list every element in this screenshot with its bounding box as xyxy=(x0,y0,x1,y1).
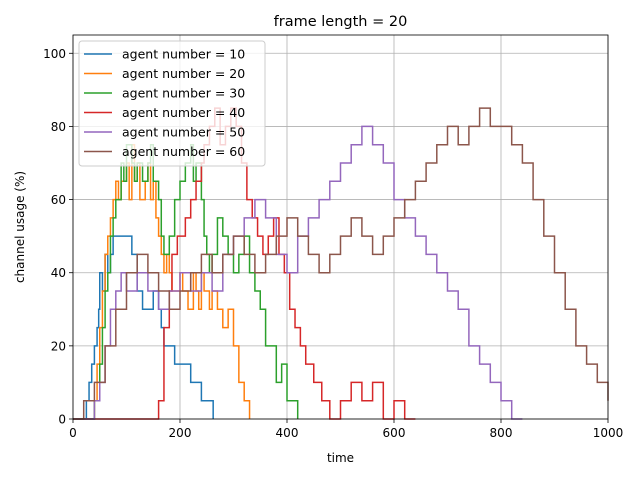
x-tick-label: 600 xyxy=(383,426,406,440)
legend: agent number = 10 agent number = 20 agent … xyxy=(78,40,266,167)
legend-label: agent number = 50 xyxy=(122,125,245,140)
series-line-agent-50 xyxy=(73,125,523,420)
x-tick-label: 800 xyxy=(490,426,513,440)
legend-label: agent number = 10 xyxy=(122,47,245,62)
x-tick-label: 0 xyxy=(69,426,77,440)
legend-label: agent number = 60 xyxy=(122,144,245,159)
legend-label: agent number = 30 xyxy=(122,86,245,101)
plot-frame xyxy=(72,34,609,420)
series-line-agent-30 xyxy=(73,143,299,420)
series-line-agent-10 xyxy=(73,235,214,420)
series-layer xyxy=(73,107,609,420)
y-axis-label: channel usage (%) xyxy=(13,171,27,283)
x-axis-label: time xyxy=(327,451,354,465)
x-tick-label: 400 xyxy=(276,426,299,440)
x-tick-label: 1000 xyxy=(593,426,624,440)
y-tick-label: 80 xyxy=(51,120,66,134)
x-tick-label: 200 xyxy=(169,426,192,440)
legend-label: agent number = 20 xyxy=(122,66,245,81)
y-tick-label: 60 xyxy=(51,193,66,207)
axis-ticks: 0 200 400 600 800 1000 0 20 40 60 80 100 xyxy=(43,47,623,440)
series-line-agent-60 xyxy=(73,107,609,420)
y-tick-label: 100 xyxy=(43,47,66,61)
chart-title: frame length = 20 xyxy=(274,14,408,30)
legend-label: agent number = 40 xyxy=(122,105,245,120)
legend-box xyxy=(78,40,266,167)
y-tick-label: 40 xyxy=(51,266,66,280)
y-tick-label: 0 xyxy=(58,413,66,427)
y-tick-label: 20 xyxy=(51,339,66,353)
series-line-agent-40 xyxy=(73,107,416,420)
